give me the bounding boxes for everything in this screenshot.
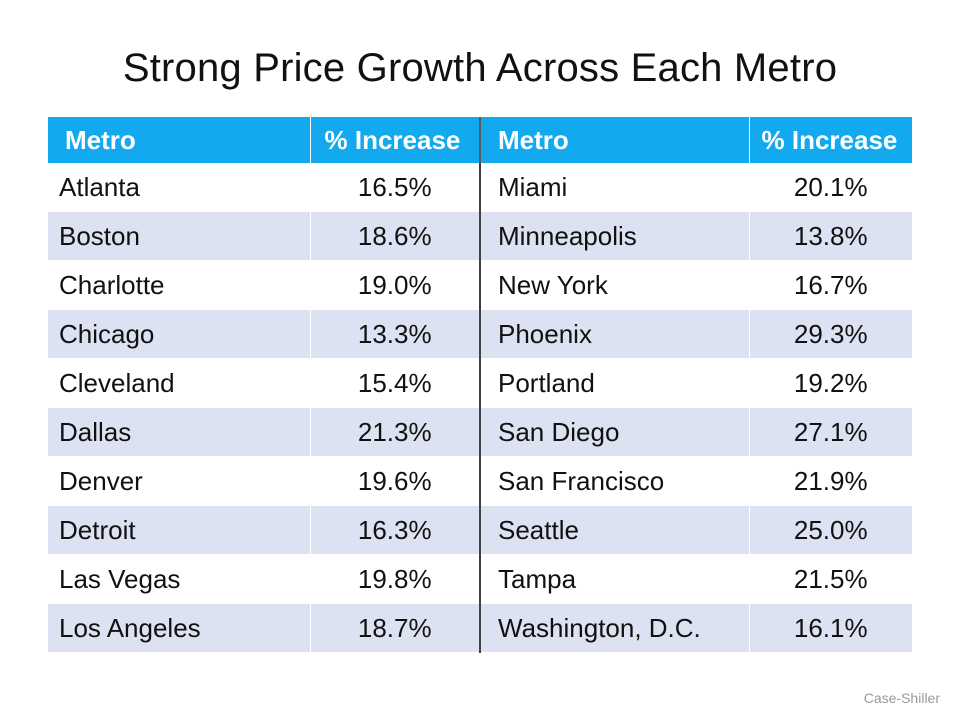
table-body: Atlanta 16.5% Miami 20.1% Boston 18.6% Minneap… <box>48 163 912 653</box>
percent-increase-right: 19.2% <box>749 358 912 408</box>
percent-increase-right: 21.9% <box>749 456 912 506</box>
percent-increase-left: 19.0% <box>310 260 481 310</box>
metro-name-left: Las Vegas <box>48 554 311 604</box>
metro-name-left: Los Angeles <box>48 603 311 653</box>
metro-name-left: Atlanta <box>48 163 311 212</box>
metro-name-left: Detroit <box>48 505 311 555</box>
source-caption: Case-Shiller <box>863 690 940 706</box>
metro-name-right: Washington, D.C. <box>480 603 750 653</box>
percent-increase-right: 13.8% <box>749 211 912 261</box>
column-header-metro-left: Metro <box>48 117 311 163</box>
table-row: Atlanta 16.5% Miami 20.1% <box>48 163 912 212</box>
percent-increase-left: 16.5% <box>310 163 481 212</box>
table-row: Los Angeles 18.7% Washington, D.C. 16.1% <box>48 603 912 653</box>
metro-name-left: Charlotte <box>48 260 311 310</box>
metro-name-right: Portland <box>480 358 750 408</box>
percent-increase-right: 16.7% <box>749 260 912 310</box>
percent-increase-left: 19.6% <box>310 456 481 506</box>
percent-increase-right: 16.1% <box>749 603 912 653</box>
table-row: Charlotte 19.0% New York 16.7% <box>48 260 912 310</box>
table-row: Cleveland 15.4% Portland 19.2% <box>48 358 912 408</box>
metro-name-left: Chicago <box>48 309 311 359</box>
column-header-increase-right: % Increase <box>749 117 912 163</box>
percent-increase-right: 21.5% <box>749 554 912 604</box>
percent-increase-right: 27.1% <box>749 407 912 457</box>
metro-name-right: Seattle <box>480 505 750 555</box>
metro-name-right: New York <box>480 260 750 310</box>
metro-name-right: Phoenix <box>480 309 750 359</box>
metro-name-left: Dallas <box>48 407 311 457</box>
table-row: Denver 19.6% San Francisco 21.9% <box>48 456 912 506</box>
metro-name-right: San Diego <box>480 407 750 457</box>
percent-increase-left: 15.4% <box>310 358 481 408</box>
table-row: Las Vegas 19.8% Tampa 21.5% <box>48 554 912 604</box>
metro-name-left: Cleveland <box>48 358 311 408</box>
metro-name-left: Denver <box>48 456 311 506</box>
table-row: Dallas 21.3% San Diego 27.1% <box>48 407 912 457</box>
column-header-increase-left: % Increase <box>310 117 481 163</box>
column-header-metro-right: Metro <box>480 117 750 163</box>
percent-increase-left: 21.3% <box>310 407 481 457</box>
metro-table-container: Metro % Increase Metro % Increase Atlant… <box>48 117 912 653</box>
metro-price-table: Metro % Increase Metro % Increase Atlant… <box>48 117 912 653</box>
metro-name-right: Tampa <box>480 554 750 604</box>
percent-increase-left: 18.7% <box>310 603 481 653</box>
table-row: Chicago 13.3% Phoenix 29.3% <box>48 309 912 359</box>
metro-name-right: Minneapolis <box>480 211 750 261</box>
metro-name-right: San Francisco <box>480 456 750 506</box>
percent-increase-right: 29.3% <box>749 309 912 359</box>
percent-increase-right: 25.0% <box>749 505 912 555</box>
percent-increase-left: 16.3% <box>310 505 481 555</box>
table-row: Detroit 16.3% Seattle 25.0% <box>48 505 912 555</box>
percent-increase-left: 19.8% <box>310 554 481 604</box>
metro-name-left: Boston <box>48 211 311 261</box>
percent-increase-left: 13.3% <box>310 309 481 359</box>
table-row: Boston 18.6% Minneapolis 13.8% <box>48 211 912 261</box>
slide-title: Strong Price Growth Across Each Metro <box>122 46 838 90</box>
percent-increase-right: 20.1% <box>749 163 912 212</box>
percent-increase-left: 18.6% <box>310 211 481 261</box>
metro-name-right: Miami <box>480 163 750 212</box>
table-header-row: Metro % Increase Metro % Increase <box>48 117 912 163</box>
